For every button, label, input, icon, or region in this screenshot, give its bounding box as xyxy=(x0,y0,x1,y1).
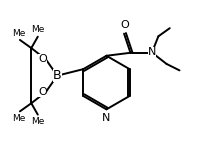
Text: O: O xyxy=(120,20,129,30)
Text: N: N xyxy=(102,113,111,123)
Text: Me: Me xyxy=(31,117,45,126)
Text: O: O xyxy=(38,87,47,97)
Text: Me: Me xyxy=(12,29,26,38)
Text: Me: Me xyxy=(31,25,45,34)
Text: N: N xyxy=(148,47,156,57)
Text: B: B xyxy=(53,69,62,82)
Text: Me: Me xyxy=(12,114,26,123)
Text: O: O xyxy=(38,54,47,64)
